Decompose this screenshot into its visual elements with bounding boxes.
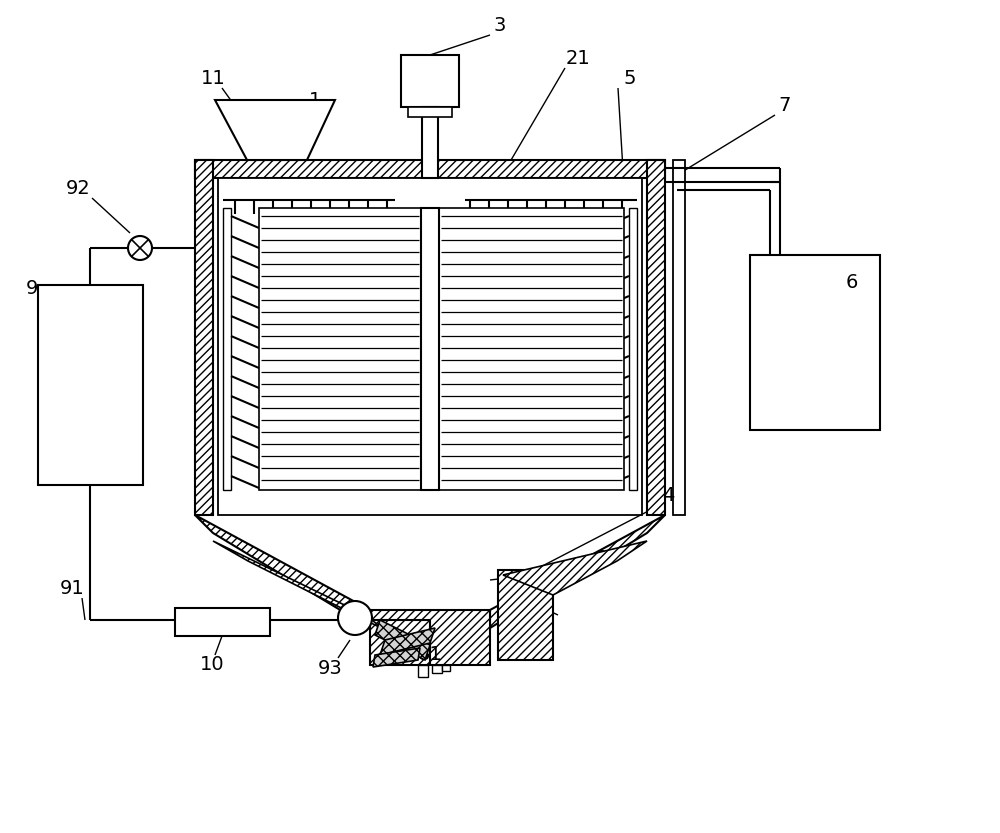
Text: 5: 5	[624, 68, 636, 87]
Polygon shape	[375, 620, 430, 660]
Bar	[750, 255, 880, 430]
Bar	[223, 208, 231, 490]
Bar	[370, 610, 490, 665]
Polygon shape	[503, 541, 647, 595]
Bar	[259, 208, 421, 490]
Bar	[401, 55, 459, 107]
Bar	[442, 665, 450, 671]
Text: 11: 11	[201, 68, 225, 87]
Bar	[629, 208, 637, 490]
Polygon shape	[215, 100, 335, 160]
Bar	[175, 608, 270, 636]
Polygon shape	[195, 515, 370, 628]
Text: 1: 1	[309, 91, 321, 109]
Bar	[421, 208, 439, 490]
Text: 91: 91	[60, 578, 84, 597]
Bar	[418, 665, 428, 677]
Circle shape	[128, 236, 152, 260]
Polygon shape	[373, 648, 420, 667]
Text: 9: 9	[26, 278, 38, 297]
Circle shape	[338, 601, 372, 635]
Text: 81: 81	[418, 646, 442, 665]
Bar	[647, 160, 665, 515]
Bar	[439, 208, 624, 490]
Text: 10: 10	[200, 656, 224, 675]
Bar	[218, 178, 642, 515]
Text: 4: 4	[662, 486, 674, 505]
Bar	[673, 160, 685, 515]
Text: 21: 21	[566, 48, 590, 67]
Text: 8: 8	[504, 568, 516, 587]
Text: 3: 3	[494, 16, 506, 34]
Bar	[195, 160, 213, 515]
Polygon shape	[490, 515, 665, 628]
Bar	[195, 160, 665, 178]
Bar	[498, 570, 553, 660]
Text: 93: 93	[318, 659, 342, 677]
Polygon shape	[213, 541, 385, 630]
Text: 6: 6	[846, 272, 858, 292]
Bar	[422, 107, 438, 178]
Text: 7: 7	[779, 96, 791, 114]
Text: 92: 92	[66, 178, 90, 197]
Text: 2: 2	[596, 548, 608, 567]
Bar	[432, 665, 442, 673]
Bar	[38, 285, 143, 485]
Bar	[408, 107, 452, 117]
Polygon shape	[380, 628, 435, 655]
